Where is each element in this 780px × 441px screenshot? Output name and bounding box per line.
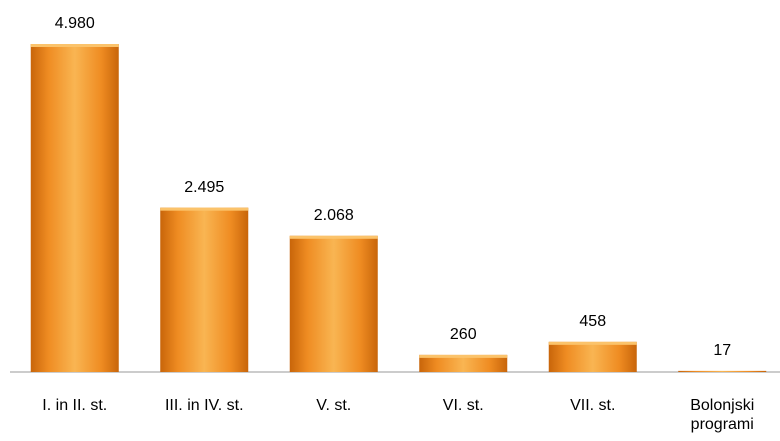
value-label: 4.980 xyxy=(54,15,95,32)
value-label: 2.495 xyxy=(184,178,225,196)
value-label: 17 xyxy=(713,341,732,359)
x-tick-label: III. in IV. st. xyxy=(164,397,244,414)
bar xyxy=(419,354,508,372)
bar-cap xyxy=(419,354,508,358)
bar-cap xyxy=(30,44,119,47)
bar xyxy=(160,207,249,372)
x-tick-label: Bolonjski programi xyxy=(690,397,755,433)
bar-cap xyxy=(548,341,637,345)
bar xyxy=(30,44,119,372)
x-tick-label: V. st. xyxy=(316,397,352,414)
value-label: 260 xyxy=(449,325,477,343)
value-label: 2.068 xyxy=(313,206,354,224)
x-tick-label: VII. st. xyxy=(570,397,616,414)
bar xyxy=(678,370,767,372)
bar-cap xyxy=(289,235,378,239)
value-label: 458 xyxy=(579,312,607,330)
bar-cap xyxy=(160,207,249,211)
bar xyxy=(548,341,637,372)
bar xyxy=(289,235,378,372)
x-tick-label: VI. st. xyxy=(442,397,484,414)
x-tick-label: I. in II. st. xyxy=(42,397,108,414)
